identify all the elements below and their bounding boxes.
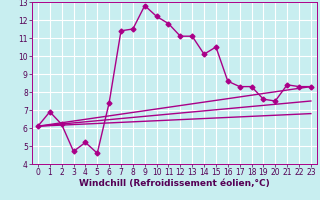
X-axis label: Windchill (Refroidissement éolien,°C): Windchill (Refroidissement éolien,°C) bbox=[79, 179, 270, 188]
